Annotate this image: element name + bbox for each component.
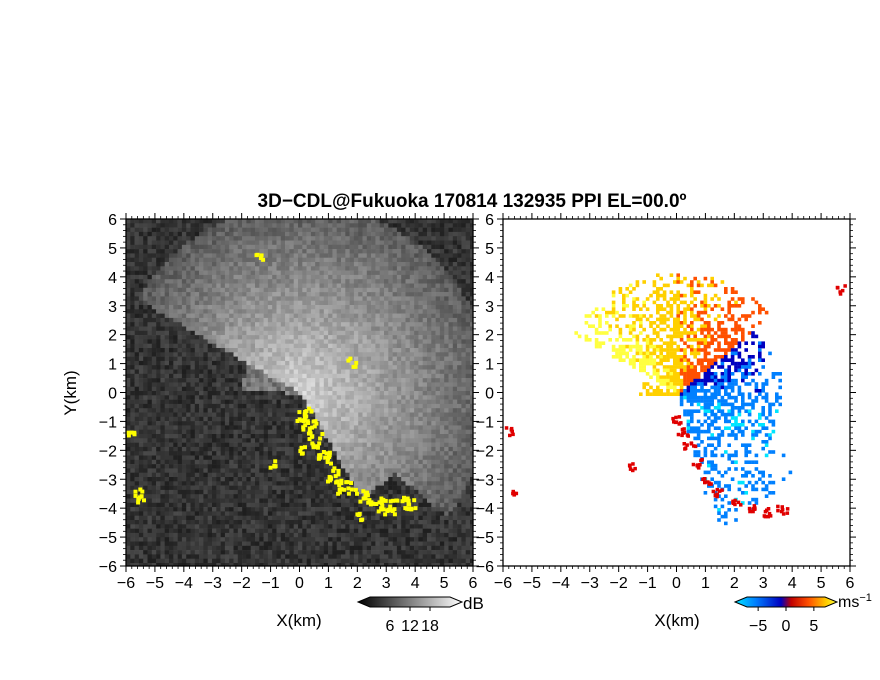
velocity-y-tick-label: 3 (485, 299, 494, 316)
snr-colorbar-ticks: 6 12 18 (386, 607, 439, 635)
velocity-y-tick-label: 6 (485, 212, 494, 229)
snr-colorbar-body (356, 596, 464, 608)
snr-x-tick-label: −2 (233, 575, 251, 592)
velocity-axes: −6−6 −5 −5 −4 −4 −3 −3 −2 −2 −1 −1 0 0 1 1 2 2 3 3 4 4 5 5 6 6 (476, 212, 856, 592)
snr-x-tick-label: 6 (469, 575, 478, 592)
snr-colorbar-tick-label: 6 (386, 618, 395, 635)
velocity-x-tick-label: 2 (730, 575, 739, 592)
velocity-colorbar-tick-label: 0 (782, 618, 791, 635)
figure-title: 3D−CDL@Fukuoka 170814 132935 PPI EL=00.0… (258, 191, 687, 212)
snr-x-tick-label: −3 (204, 575, 222, 592)
snr-y-tick-label: −3 (99, 472, 117, 489)
velocity-x-tick-label: −5 (523, 575, 541, 592)
snr-colorbar-tick-label: 12 (401, 618, 419, 635)
snr-y-tick-label: 3 (108, 299, 117, 316)
velocity-y-tick-label: 5 (485, 241, 494, 258)
snr-x-tick-label: 0 (295, 575, 304, 592)
velocity-y-tick-label: −6 (476, 559, 494, 576)
velocity-y-tick-label: 1 (485, 357, 494, 374)
velocity-field (503, 219, 850, 566)
velocity-y-tick-label: −4 (476, 501, 494, 518)
snr-x-tick-label: 2 (353, 575, 362, 592)
velocity-x-tick-label: 4 (788, 575, 797, 592)
velocity-colorbar-ticks: −5 0 5 (749, 607, 818, 635)
snr-xlabel: X(km) (276, 611, 321, 630)
velocity-panel: −6−6 −5 −5 −4 −4 −3 −3 −2 −2 −1 −1 0 0 1 1 2 2 3 3 4 4 5 5 6 6 X… (476, 212, 856, 630)
velocity-xlabel: X(km) (654, 611, 699, 630)
velocity-colorbar-tick-label: 5 (809, 618, 818, 635)
velocity-colorbar-tick-label: −5 (749, 618, 767, 635)
velocity-colorbar-body (733, 596, 839, 608)
velocity-x-tick-label: 1 (701, 575, 710, 592)
snr-colorbar-tick-label: 18 (421, 618, 439, 635)
snr-axes: −6−6 −5 −5 −4 −4 −3 −3 −2 −2 −1 −1 0 0 1 1 2 2 3 3 4 4 5 5 6 6 (99, 212, 479, 592)
snr-x-tick-label: 3 (382, 575, 391, 592)
snr-x-tick-label: −1 (261, 575, 279, 592)
velocity-colorbar-unit: ms (838, 594, 859, 611)
velocity-y-tick-label: −2 (476, 443, 494, 460)
velocity-x-tick-label: −3 (581, 575, 599, 592)
snr-panel: −6−6 −5 −5 −4 −4 −3 −3 −2 −2 −1 −1 0 0 1 1 2 2 3 3 4 4 5 5 6 6 X… (61, 212, 479, 630)
velocity-y-tick-label: 2 (485, 328, 494, 345)
velocity-colorbar-unit-sup: −1 (859, 592, 872, 604)
snr-y-tick-label: 6 (108, 212, 117, 229)
velocity-y-tick-label: −1 (476, 414, 494, 431)
snr-overlay (126, 252, 418, 523)
snr-colorbar-unit: dB (463, 594, 484, 613)
snr-y-tick-label: 5 (108, 241, 117, 258)
snr-x-tick-label: 5 (440, 575, 449, 592)
velocity-x-tick-label: 3 (759, 575, 768, 592)
snr-y-tick-label: −1 (99, 414, 117, 431)
snr-y-tick-label: 4 (108, 270, 117, 287)
velocity-colorbar: −5 0 5 ms−1 (733, 592, 872, 635)
snr-y-tick-label: −6 (99, 559, 117, 576)
snr-x-tick-label: 1 (324, 575, 333, 592)
snr-x-tick-label: −4 (175, 575, 193, 592)
velocity-y-tick-label: 0 (485, 386, 494, 403)
snr-y-tick-label: 2 (108, 328, 117, 345)
snr-y-tick-label: 1 (108, 357, 117, 374)
velocity-x-tick-label: 5 (817, 575, 826, 592)
snr-x-tick-label: −5 (146, 575, 164, 592)
snr-y-tick-label: −2 (99, 443, 117, 460)
snr-field (126, 219, 473, 566)
velocity-x-tick-label: −4 (552, 575, 570, 592)
velocity-y-tick-label: −3 (476, 472, 494, 489)
snr-x-tick-label: −6 (117, 575, 135, 592)
velocity-x-tick-label: −1 (638, 575, 656, 592)
velocity-x-tick-label: 6 (846, 575, 855, 592)
velocity-x-tick-label: −2 (610, 575, 628, 592)
snr-y-tick-label: −4 (99, 501, 117, 518)
velocity-x-tick-label: 0 (672, 575, 681, 592)
velocity-y-tick-label: 4 (485, 270, 494, 287)
snr-y-tick-label: −5 (99, 530, 117, 547)
snr-y-tick-label: 0 (108, 386, 117, 403)
velocity-y-tick-label: −5 (476, 530, 494, 547)
snr-ylabel: Y(km) (61, 370, 80, 415)
snr-colorbar: 6 12 18 dB (356, 594, 484, 635)
velocity-x-tick-label: −6 (494, 575, 512, 592)
snr-x-tick-label: 4 (411, 575, 420, 592)
